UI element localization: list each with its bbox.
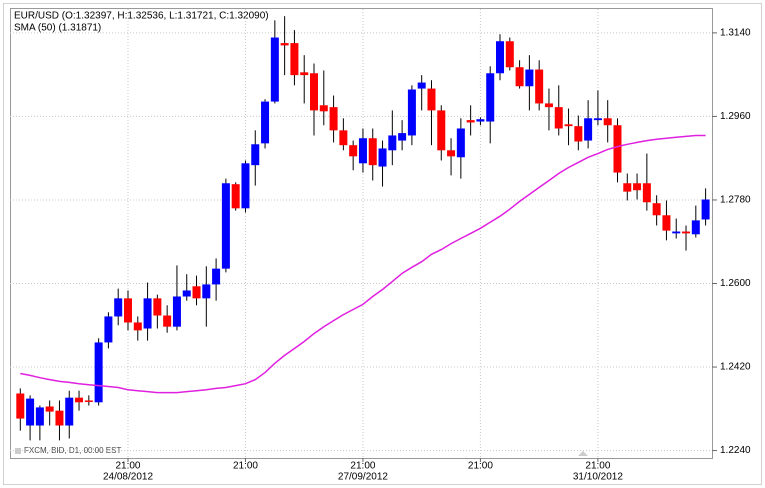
- marker: [578, 451, 588, 456]
- candle-body: [672, 231, 681, 234]
- candle-body: [153, 298, 162, 316]
- candle-body: [407, 89, 416, 136]
- x-tick-date: 24/08/2012: [103, 472, 153, 483]
- candle-body: [45, 406, 54, 412]
- candle-body: [270, 37, 279, 102]
- x-tick-date: 27/09/2012: [338, 472, 388, 483]
- candle-body: [623, 183, 632, 192]
- source-icon: [15, 448, 21, 454]
- candle-body: [290, 43, 299, 76]
- x-tick-label: 21:00: [585, 461, 610, 472]
- candle-body: [280, 43, 289, 46]
- outer-frame: [3, 3, 762, 485]
- candle-body: [613, 125, 622, 173]
- x-tick-label: 21:00: [350, 461, 375, 472]
- candle-body: [329, 107, 338, 131]
- candle-body: [251, 144, 260, 166]
- x-tick-label: 21:00: [115, 461, 140, 472]
- candle-body: [349, 145, 358, 157]
- candle-body: [691, 220, 700, 235]
- candle-body: [515, 67, 524, 87]
- candle-body: [202, 284, 211, 299]
- candle-body: [417, 82, 426, 89]
- y-tick-label: 1.2420: [720, 362, 751, 373]
- candle-body: [192, 286, 201, 299]
- candle-body: [456, 128, 465, 158]
- candle-body: [682, 231, 691, 234]
- candle-body: [143, 298, 152, 329]
- candle-body: [123, 298, 132, 323]
- legend-label: SMA (50) (1.31871): [14, 23, 101, 34]
- y-tick-label: 1.2780: [720, 195, 751, 206]
- candle-body: [554, 107, 563, 129]
- candle-body: [163, 315, 172, 327]
- candle-body: [319, 105, 328, 112]
- y-tick-label: 1.2240: [720, 445, 751, 456]
- candle-body: [427, 88, 436, 111]
- candle-body: [212, 268, 221, 285]
- candle-body: [466, 120, 475, 123]
- candle-body: [172, 296, 181, 327]
- candle-body: [65, 397, 74, 426]
- y-tick-label: 1.3140: [720, 28, 751, 39]
- candle-body: [525, 69, 534, 87]
- candle-body: [633, 183, 642, 191]
- candle-body: [476, 119, 485, 122]
- candle-body: [133, 322, 142, 331]
- chart-title: EUR/USD (O:1.32397, H:1.32536, L:1.31721…: [14, 11, 269, 22]
- candle-body: [574, 126, 583, 142]
- candle-body: [378, 148, 387, 167]
- candle-body: [94, 342, 103, 403]
- candle-body: [114, 298, 123, 317]
- candle-body: [564, 124, 573, 127]
- candle-body: [182, 290, 191, 297]
- candle-body: [593, 118, 602, 121]
- candle-body: [300, 72, 309, 76]
- source-label: FXCM, BID, D1, 00:00 EST: [24, 446, 121, 455]
- candle-body: [584, 118, 593, 141]
- candle-body: [486, 73, 495, 122]
- candle-body: [221, 183, 230, 269]
- candle-body: [241, 163, 250, 209]
- candle-body: [16, 393, 25, 419]
- candle-body: [544, 103, 553, 108]
- plot-frame: [10, 8, 713, 459]
- candle-body: [84, 400, 93, 402]
- candle-body: [603, 118, 612, 126]
- candle-body: [310, 73, 318, 111]
- y-tick-label: 1.2600: [720, 278, 751, 289]
- candle-body: [358, 138, 367, 164]
- y-tick-label: 1.2960: [720, 111, 751, 122]
- candle-body: [496, 41, 505, 74]
- candle-body: [261, 101, 270, 144]
- candle-body: [26, 398, 35, 426]
- candle-body: [231, 184, 240, 209]
- candle-body: [104, 316, 113, 343]
- candle-body: [662, 215, 671, 231]
- candle-body: [642, 183, 651, 203]
- candle-body: [388, 135, 397, 151]
- x-tick-date: 31/10/2012: [573, 472, 623, 483]
- candle-body: [505, 41, 514, 68]
- candle-body: [535, 69, 544, 104]
- x-tick-label: 21:00: [468, 461, 493, 472]
- candle-body: [55, 410, 64, 426]
- candle-body: [447, 150, 456, 157]
- candle-body: [339, 130, 348, 146]
- candle-body: [35, 407, 44, 426]
- candle-body: [701, 199, 710, 220]
- candle-body: [75, 397, 84, 403]
- candle-body: [368, 138, 377, 166]
- candle-body: [437, 110, 446, 151]
- x-tick-label: 21:00: [233, 461, 258, 472]
- candle-body: [652, 203, 661, 216]
- candle-body: [398, 133, 407, 141]
- sma-line: [20, 134, 706, 394]
